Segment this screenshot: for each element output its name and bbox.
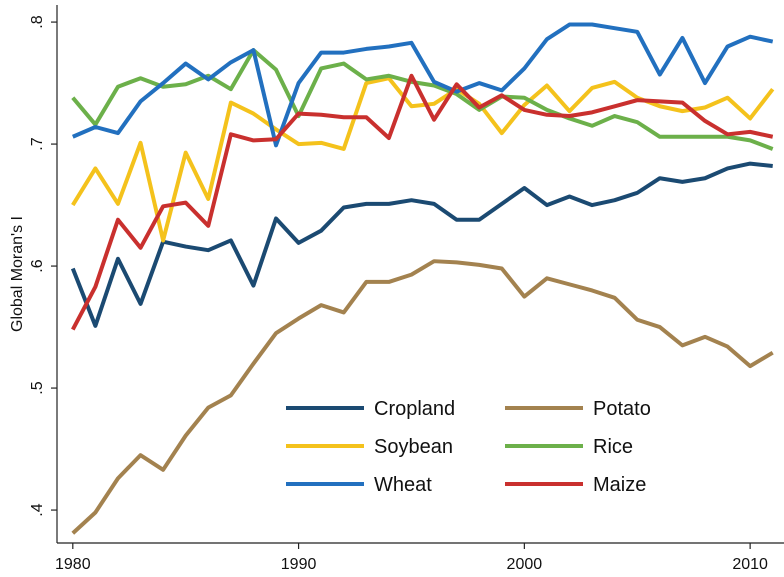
- legend-label: Rice: [593, 436, 633, 458]
- series-line: [70, 161, 773, 328]
- legend-label: Cropland: [374, 398, 455, 420]
- legend-label: Wheat: [374, 474, 432, 496]
- x-tick-label: 2010: [732, 556, 768, 573]
- legend-label: Potato: [593, 398, 651, 420]
- legend-label: Soybean: [374, 436, 453, 458]
- y-tick-label: .4: [29, 503, 46, 516]
- y-axis-title: Global Moran's I: [9, 216, 26, 332]
- x-tick-label: 2000: [507, 556, 543, 573]
- legend-label: Maize: [593, 474, 646, 496]
- y-tick-label: .6: [29, 259, 46, 272]
- x-tick-label: 1980: [55, 556, 91, 573]
- y-tick-label: .7: [29, 137, 46, 150]
- series-line: [71, 259, 774, 535]
- y-tick-label: .8: [29, 15, 46, 28]
- y-tick-label: .5: [29, 381, 46, 394]
- series-line: [71, 73, 774, 331]
- series-line: [71, 76, 775, 243]
- series-line: [71, 48, 774, 151]
- x-tick-label: 1990: [281, 556, 317, 573]
- series-line: [72, 22, 774, 148]
